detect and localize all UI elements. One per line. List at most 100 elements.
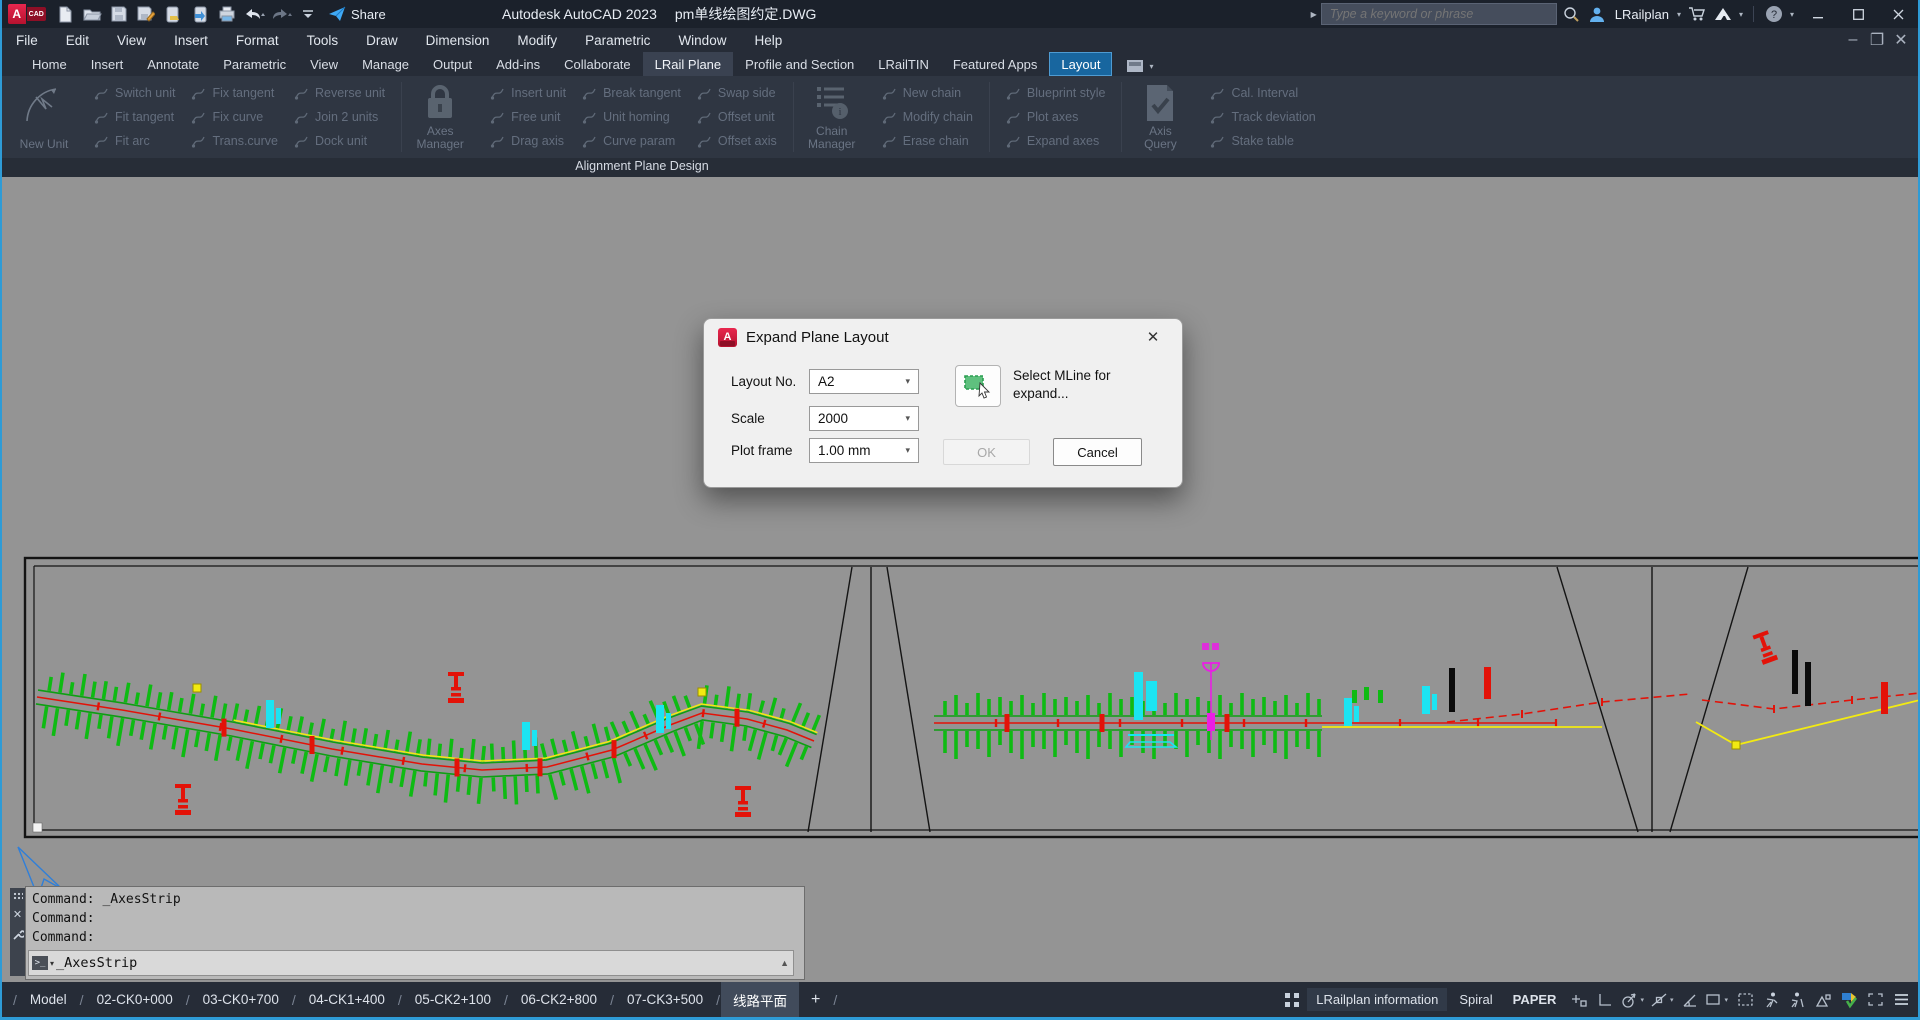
ribbon-tab-profile-and-section[interactable]: Profile and Section: [745, 56, 855, 72]
command-close-icon[interactable]: ✕: [12, 909, 23, 921]
menu-dimension[interactable]: Dimension: [425, 32, 490, 48]
drawing-canvas[interactable]: ✕ Command: _AxesStrip Command: Command: >_…: [2, 177, 1918, 985]
signed-in-user[interactable]: LRailplan: [1614, 6, 1669, 22]
ribbon-tab-annotate[interactable]: Annotate: [147, 56, 200, 72]
menu-modify[interactable]: Modify: [517, 32, 558, 48]
search-expand-icon[interactable]: ▶: [1310, 9, 1317, 19]
ortho-mode-icon[interactable]: [1594, 987, 1616, 1013]
new-chain-tool[interactable]: New chain: [882, 81, 973, 105]
menu-parametric[interactable]: Parametric: [585, 32, 651, 48]
annotation-scale-icon[interactable]: [1812, 987, 1834, 1013]
model-layout-grid-icon[interactable]: [1281, 987, 1303, 1013]
menu-edit[interactable]: Edit: [65, 32, 90, 48]
layout-no--select[interactable]: A2 ▾: [809, 369, 919, 394]
polar-tracking-icon[interactable]: ▾: [1620, 987, 1646, 1013]
selection-cycling-icon[interactable]: ▾: [1705, 987, 1730, 1013]
axes-manager-button[interactable]: Axes Manager: [410, 80, 470, 154]
menu-view[interactable]: View: [117, 32, 147, 48]
save-icon[interactable]: [107, 3, 131, 25]
command-window[interactable]: Command: _AxesStrip Command: Command: >_ ▾…: [25, 886, 805, 980]
selection-cycling-caret-icon[interactable]: ▾: [1724, 996, 1728, 1004]
axis-query-button[interactable]: Axis Query: [1130, 80, 1190, 154]
autodesk-a-icon[interactable]: [1711, 3, 1735, 25]
plot-axes-tool[interactable]: Plot axes: [1006, 105, 1106, 129]
save-as-icon[interactable]: [134, 3, 158, 25]
unit-homing-tool[interactable]: Unit homing: [582, 105, 681, 129]
search-icon[interactable]: [1559, 3, 1583, 25]
apps-caret-icon[interactable]: ▾: [1738, 9, 1743, 19]
ribbon-tab-output[interactable]: Output: [433, 56, 473, 72]
ribbon-tab-lrail-plane[interactable]: LRail Plane: [642, 52, 734, 76]
layout-tab-02-ck0-000[interactable]: 02-CK0+000: [96, 992, 173, 1007]
select-mline-button[interactable]: [955, 365, 1001, 407]
menu-format[interactable]: Format: [235, 32, 279, 48]
reverse-unit-tool[interactable]: Reverse unit: [294, 81, 385, 105]
fix-curve-tool[interactable]: Fix curve: [191, 105, 278, 129]
stake-table-tool[interactable]: Stake table: [1210, 129, 1315, 153]
free-unit-tool[interactable]: Free unit: [490, 105, 566, 129]
object-snap-icon[interactable]: ▾: [1650, 987, 1676, 1013]
graphics-performance-icon[interactable]: [1838, 987, 1860, 1013]
recent-commands-caret-icon[interactable]: ▾: [50, 958, 55, 968]
join-2-units-tool[interactable]: Join 2 units: [294, 105, 385, 129]
break-tangent-tool[interactable]: Break tangent: [582, 81, 681, 105]
new-layout-button[interactable]: +: [811, 990, 821, 1008]
new-unit-button[interactable]: New Unit: [14, 80, 74, 154]
menu-tools[interactable]: Tools: [306, 32, 339, 48]
command-settings-wrench-icon[interactable]: [12, 929, 24, 941]
ribbon-tab-parametric[interactable]: Parametric: [223, 56, 287, 72]
undo-icon[interactable]: [242, 3, 266, 25]
modify-chain-tool[interactable]: Modify chain: [882, 105, 973, 129]
customization-icon[interactable]: [1890, 987, 1912, 1013]
new-file-icon[interactable]: [53, 3, 77, 25]
ribbon-tab-featured-apps[interactable]: Featured Apps: [952, 56, 1038, 72]
insert-unit-tool[interactable]: Insert unit: [490, 81, 566, 105]
blueprint-style-tool[interactable]: Blueprint style: [1006, 81, 1105, 105]
ribbon-tab-insert[interactable]: Insert: [90, 56, 124, 72]
selection-window-icon[interactable]: [1734, 987, 1756, 1013]
plot-frame-select[interactable]: 1.00 mm ▾: [809, 438, 919, 463]
autoscale-icon[interactable]: [1786, 987, 1808, 1013]
layout-tab-06-ck2-800[interactable]: 06-CK2+800: [520, 992, 598, 1007]
user-menu-caret-icon[interactable]: ▾: [1676, 9, 1681, 19]
save-to-web-icon[interactable]: [188, 3, 212, 25]
search-input[interactable]: [1327, 6, 1550, 22]
layout-tab-04-ck1-400[interactable]: 04-CK1+400: [308, 992, 385, 1007]
spiral-status-label[interactable]: Spiral: [1459, 992, 1493, 1007]
curve-param-tool[interactable]: Curve param: [582, 129, 681, 153]
help-caret-icon[interactable]: ▾: [1789, 9, 1794, 19]
erase-chain-tool[interactable]: Erase chain: [882, 129, 973, 153]
ribbon-tab-manage[interactable]: Manage: [362, 56, 410, 72]
scale-select[interactable]: 2000 ▾: [809, 406, 919, 431]
fix-tangent-tool[interactable]: Fix tangent: [191, 81, 278, 105]
snap-mode-icon[interactable]: [1568, 987, 1590, 1013]
layout-tab-model[interactable]: Model: [29, 992, 67, 1007]
offset-unit-tool[interactable]: Offset unit: [697, 105, 777, 129]
open-file-icon[interactable]: [80, 3, 104, 25]
object-snap-caret-icon[interactable]: ▾: [1669, 996, 1674, 1004]
drag-axis-tool[interactable]: Drag axis: [490, 129, 566, 153]
annotation-visibility-icon[interactable]: [1760, 987, 1782, 1013]
cancel-button[interactable]: Cancel: [1053, 438, 1142, 466]
ok-button[interactable]: OK: [943, 439, 1030, 465]
cal-interval-tool[interactable]: Cal. Interval: [1210, 81, 1315, 105]
menu-window[interactable]: Window: [678, 32, 727, 48]
menu-draw[interactable]: Draw: [366, 32, 398, 48]
share-button[interactable]: Share: [328, 6, 386, 22]
menu-file[interactable]: File: [16, 32, 38, 48]
command-window-grip[interactable]: ✕: [10, 888, 25, 976]
ribbon-display-toggle[interactable]: ▾: [1126, 59, 1155, 76]
offset-axis-tool[interactable]: Offset axis: [697, 129, 777, 153]
open-from-web-icon[interactable]: [161, 3, 185, 25]
autocad-logo-icon[interactable]: A CAD: [8, 4, 50, 24]
command-input-value[interactable]: _AxesStrip: [56, 955, 138, 971]
annotation-angle-icon[interactable]: [1679, 987, 1701, 1013]
layout-tab-03-ck0-700[interactable]: 03-CK0+700: [202, 992, 279, 1007]
command-input-row[interactable]: >_ ▾ _AxesStrip ▲: [28, 950, 794, 976]
paper-space-toggle[interactable]: PAPER: [1512, 992, 1557, 1007]
ribbon-tab-lrailtin[interactable]: LRailTIN: [878, 56, 929, 72]
doc-close-icon[interactable]: ✕: [1894, 32, 1908, 49]
ribbon-tab-view[interactable]: View: [310, 56, 339, 72]
qat-customize-icon[interactable]: [296, 3, 320, 25]
clean-screen-icon[interactable]: [1864, 987, 1886, 1013]
